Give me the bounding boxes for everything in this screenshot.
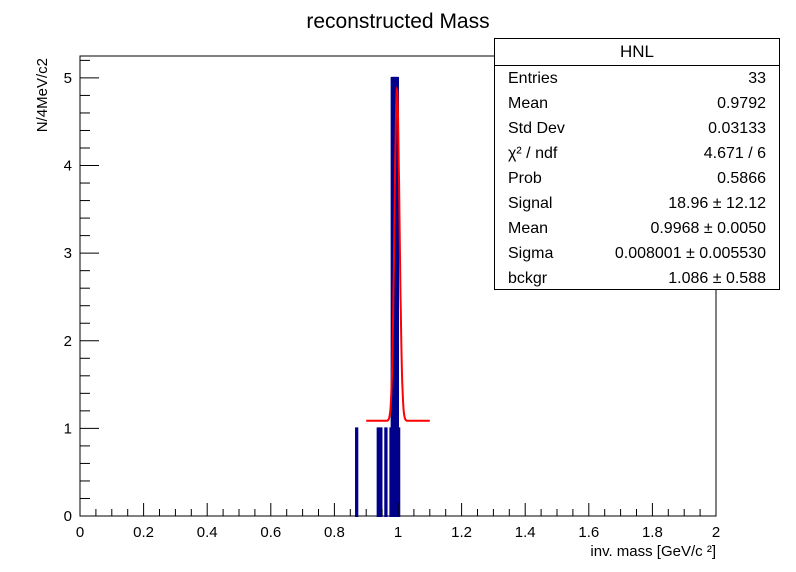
chart-title: reconstructed Mass — [306, 10, 489, 33]
x-tick-label: 0 — [76, 524, 84, 541]
x-tick-label: 2 — [712, 524, 720, 541]
y-tick-label: 4 — [64, 158, 72, 175]
x-tick-label: 1.8 — [642, 524, 663, 541]
x-tick-label: 0.2 — [133, 524, 154, 541]
stats-value: 0.9968 ± 0.0050 — [650, 220, 766, 237]
stats-row: Std Dev 0.03133 — [495, 116, 779, 141]
stats-label: Sigma — [508, 245, 554, 262]
stats-row: Signal 18.96 ± 12.12 — [495, 191, 779, 216]
x-tick-label: 1.2 — [451, 524, 472, 541]
x-axis-label: inv. mass [GeV/c ²] — [590, 543, 716, 560]
stats-value: 0.9792 — [717, 95, 766, 112]
x-tick-label: 1.4 — [515, 524, 536, 541]
y-tick-label: 1 — [64, 420, 72, 437]
stats-value: 18.96 ± 12.12 — [668, 195, 766, 212]
stats-row: Mean 0.9968 ± 0.0050 — [495, 216, 779, 241]
stats-label: χ² / ndf — [508, 145, 558, 162]
histogram-bar — [384, 427, 388, 517]
y-tick-label: 5 — [64, 70, 72, 87]
stats-value: 0.5866 — [717, 170, 766, 187]
x-tick-label: 0.4 — [197, 524, 218, 541]
stats-value: 1.086 ± 0.588 — [668, 270, 766, 287]
stats-label: Entries — [508, 70, 558, 87]
stats-label: Mean — [508, 95, 549, 112]
fit-curve — [366, 86, 430, 422]
stats-value: 0.03133 — [708, 120, 766, 137]
x-tick-label: 0.8 — [324, 524, 345, 541]
y-tick-label: 3 — [64, 245, 72, 262]
stats-value: 0.008001 ± 0.005530 — [614, 245, 766, 262]
stats-row: Entries 33 — [495, 66, 779, 91]
histogram-bar — [397, 427, 401, 517]
y-tick-label: 0 — [64, 508, 72, 525]
y-axis-label: N/4MeV/c2 — [34, 58, 51, 132]
x-tick-label: 1 — [394, 524, 402, 541]
stats-label: Prob — [508, 170, 542, 187]
stats-value: 33 — [748, 70, 766, 87]
stats-row: Prob 0.5866 — [495, 166, 779, 191]
stats-row: bckgr 1.086 ± 0.588 — [495, 266, 779, 291]
stats-box-title: HNL — [495, 39, 779, 66]
stats-label: bckgr — [508, 270, 548, 287]
stats-row: χ² / ndf 4.671 / 6 — [495, 141, 779, 166]
stats-box: HNL Entries 33 Mean 0.9792 Std Dev 0.03133 … — [494, 38, 780, 290]
histogram-bar — [379, 427, 383, 517]
x-tick-label: 0.6 — [260, 524, 281, 541]
stats-label: Std Dev — [508, 120, 565, 137]
stats-row: Mean 0.9792 — [495, 91, 779, 116]
histogram-bar — [355, 427, 359, 517]
stats-label: Signal — [508, 195, 553, 212]
stats-label: Mean — [508, 220, 549, 237]
histogram-bar — [376, 427, 380, 517]
stats-row: Sigma 0.008001 ± 0.005530 — [495, 241, 779, 266]
y-tick-label: 2 — [64, 333, 72, 350]
stats-value: 4.671 / 6 — [703, 145, 766, 162]
x-tick-label: 1.6 — [578, 524, 599, 541]
